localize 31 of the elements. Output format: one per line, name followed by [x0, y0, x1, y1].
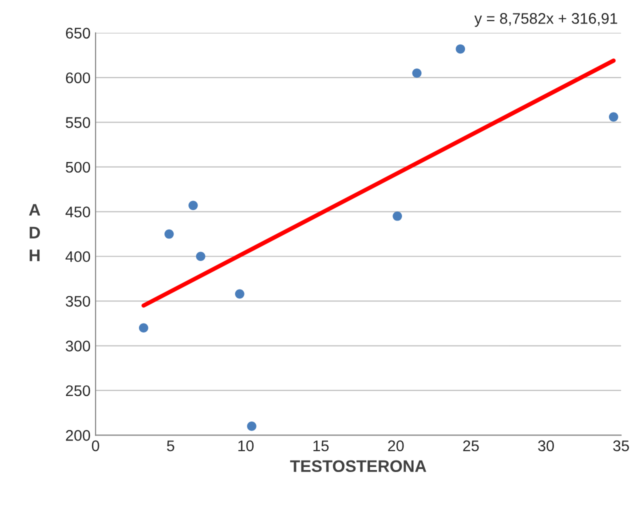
y-tick-label: 350	[66, 296, 90, 307]
x-tick-label: 35	[613, 440, 629, 452]
y-tick-label: 650	[66, 28, 90, 39]
y-tick-label: 500	[66, 162, 90, 173]
point	[392, 211, 402, 221]
y-axis-title: ADH	[29, 204, 40, 262]
y-tick-label: 250	[66, 385, 90, 396]
x-tick-label: 30	[538, 440, 554, 452]
point	[138, 323, 148, 333]
x-tick-label: 25	[463, 440, 479, 452]
text: y = 8,7582x + 316,91	[474, 13, 618, 27]
x-tick-label: 20	[388, 440, 404, 452]
x-tick-label: 10	[238, 440, 254, 452]
y-tick-label: 400	[66, 251, 90, 262]
point	[608, 112, 618, 122]
y-tick-label: 550	[66, 117, 90, 128]
x-tick-label: 15	[313, 440, 329, 452]
point	[412, 68, 422, 78]
y-tick-label: 200	[66, 430, 90, 441]
point	[196, 252, 206, 262]
x-tick-label: 5	[166, 440, 174, 452]
x-axis-title: TESTOSTERONA	[290, 460, 426, 472]
point	[164, 229, 174, 239]
x-tick-label: 0	[92, 440, 100, 452]
point	[188, 200, 198, 210]
point	[456, 44, 466, 54]
y-tick-label: 600	[66, 72, 90, 84]
y-tick-label: 450	[66, 206, 90, 218]
y-tick-label: 300	[66, 340, 90, 352]
point	[247, 422, 256, 431]
point	[235, 289, 244, 299]
